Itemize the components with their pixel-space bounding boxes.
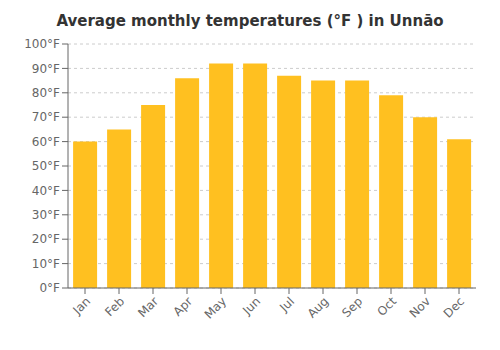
svg-text:May: May	[202, 294, 229, 321]
svg-text:90°F: 90°F	[32, 62, 60, 76]
svg-text:Mar: Mar	[135, 294, 161, 320]
svg-text:Jun: Jun	[239, 294, 263, 318]
svg-text:Jul: Jul	[276, 294, 297, 315]
svg-text:50°F: 50°F	[32, 159, 60, 173]
svg-text:60°F: 60°F	[32, 135, 60, 149]
svg-text:20°F: 20°F	[32, 232, 60, 246]
svg-text:30°F: 30°F	[32, 208, 60, 222]
svg-text:Dec: Dec	[441, 294, 467, 320]
svg-text:0°F: 0°F	[39, 281, 60, 295]
svg-text:40°F: 40°F	[32, 184, 60, 198]
svg-text:Feb: Feb	[102, 294, 127, 319]
svg-text:Sep: Sep	[339, 294, 365, 320]
svg-text:Oct: Oct	[375, 294, 400, 319]
html-text:Average monthly temperatures (: Average monthly temperatures (°F ) in Un…	[56, 12, 444, 30]
svg-text:Apr: Apr	[171, 294, 196, 319]
svg-text:Nov: Nov	[407, 294, 433, 320]
svg-text:80°F: 80°F	[32, 86, 60, 100]
svg-text:Jan: Jan	[69, 294, 93, 318]
svg-text:Aug: Aug	[305, 294, 331, 320]
svg-text:100°F: 100°F	[24, 37, 60, 51]
svg-text:10°F: 10°F	[32, 257, 60, 271]
svg-text:70°F: 70°F	[32, 110, 60, 124]
